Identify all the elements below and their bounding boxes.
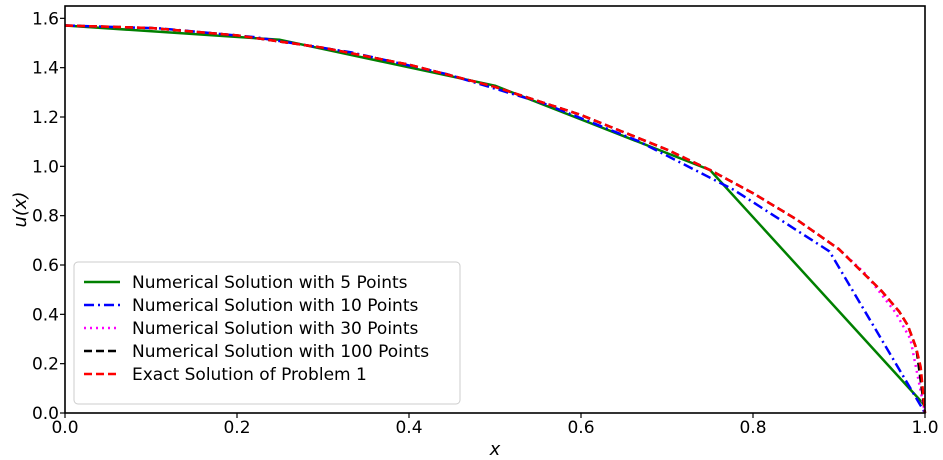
y-tick-label: 0.2 [32, 355, 59, 375]
legend-box [73, 261, 461, 405]
plot-frame [64, 5, 926, 414]
y-tick-label: 1.4 [32, 59, 59, 79]
y-tick-label: 0.4 [32, 305, 59, 325]
x-tick-label: 0.6 [567, 418, 594, 438]
x-tick-label: 0.0 [51, 418, 78, 438]
x-axis-label: x [489, 439, 501, 460]
x-tick-label: 0.4 [395, 418, 422, 438]
series-line-5 [64, 24, 927, 414]
y-tick-label: 0.6 [32, 256, 59, 276]
x-tick-label: 0.8 [739, 418, 766, 438]
axis-ticks: 0.0 0.2 0.4 0.6 0.8 1.0 0.0 0.2 0.4 0.6 0.8 1.0 1.2 1… [32, 9, 939, 438]
y-tick-label: 1.0 [32, 157, 59, 177]
legend-label: Numerical Solution with 100 Points [132, 342, 429, 362]
series-line-2 [64, 24, 927, 414]
legend-label: Numerical Solution with 10 Points [132, 296, 418, 316]
y-tick-label: 0.0 [32, 404, 59, 424]
x-tick-label: 0.2 [223, 418, 250, 438]
legend: Numerical Solution with 5 Points Numerica… [73, 261, 461, 405]
y-axis-label: u(x) [10, 191, 31, 227]
y-tick-label: 1.6 [32, 9, 59, 29]
y-tick-label: 1.2 [32, 108, 59, 128]
y-tick-label: 0.8 [32, 207, 59, 227]
legend-label: Numerical Solution with 5 Points [132, 273, 408, 293]
x-tick-label: 1.0 [911, 418, 938, 438]
plot-lines [64, 24, 927, 414]
legend-label: Exact Solution of Problem 1 [132, 365, 367, 385]
legend-label: Numerical Solution with 30 Points [132, 319, 418, 339]
